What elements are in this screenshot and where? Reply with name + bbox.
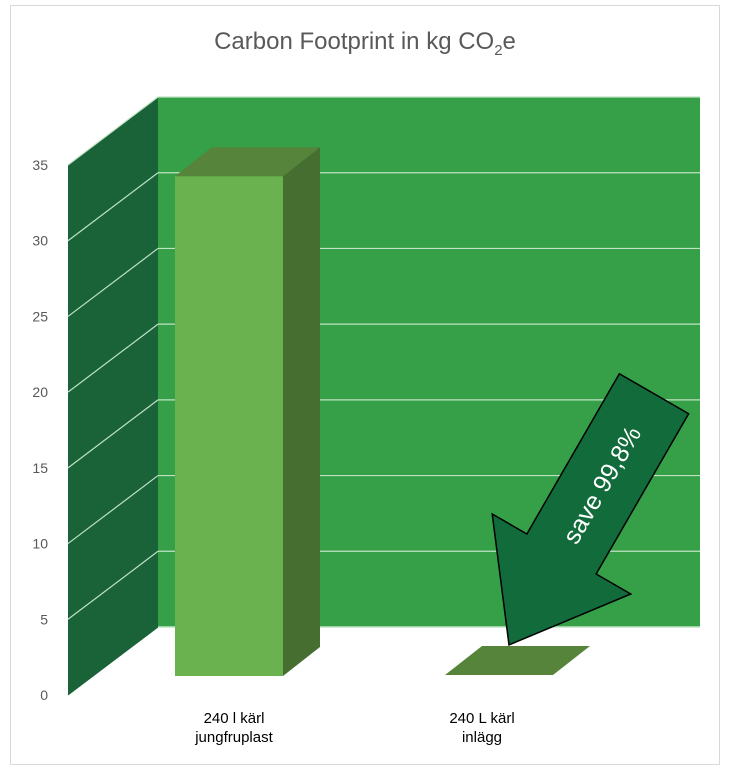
y-tick-label: 35 xyxy=(32,157,48,173)
category-label: jungfruplast xyxy=(194,729,273,746)
bar-top xyxy=(175,147,320,177)
chart-title-tail: e xyxy=(502,28,516,55)
gridline-side xyxy=(67,96,159,166)
gridline-side xyxy=(67,323,159,393)
side-wall xyxy=(68,97,158,695)
y-tick-label: 30 xyxy=(32,233,48,249)
category-label: inlägg xyxy=(462,729,502,746)
gridline-side xyxy=(67,247,159,317)
category-label: 240 l kärl xyxy=(204,710,265,727)
chart-title: Carbon Footprint in kg CO2e xyxy=(0,28,730,59)
gridline-side xyxy=(67,475,159,545)
y-tick-label: 15 xyxy=(32,460,48,476)
bar-side xyxy=(283,147,320,677)
gridline-side xyxy=(67,172,159,242)
chart-title-subscript: 2 xyxy=(494,41,503,59)
bar-front xyxy=(175,176,283,677)
floor-edge-left xyxy=(67,626,159,696)
y-tick-label: 20 xyxy=(32,384,48,400)
gridline-side xyxy=(67,550,159,620)
y-tick-label: 25 xyxy=(32,308,48,324)
y-tick-label: 5 xyxy=(40,611,48,627)
gridline-side xyxy=(67,399,159,469)
y-tick-label: 10 xyxy=(32,536,48,552)
arrow-shape xyxy=(491,372,690,646)
y-tick-label: 0 xyxy=(40,687,48,703)
chart-title-main: Carbon Footprint in kg CO xyxy=(214,28,495,55)
category-label: 240 L kärl xyxy=(449,710,514,727)
bar-top xyxy=(445,646,590,676)
